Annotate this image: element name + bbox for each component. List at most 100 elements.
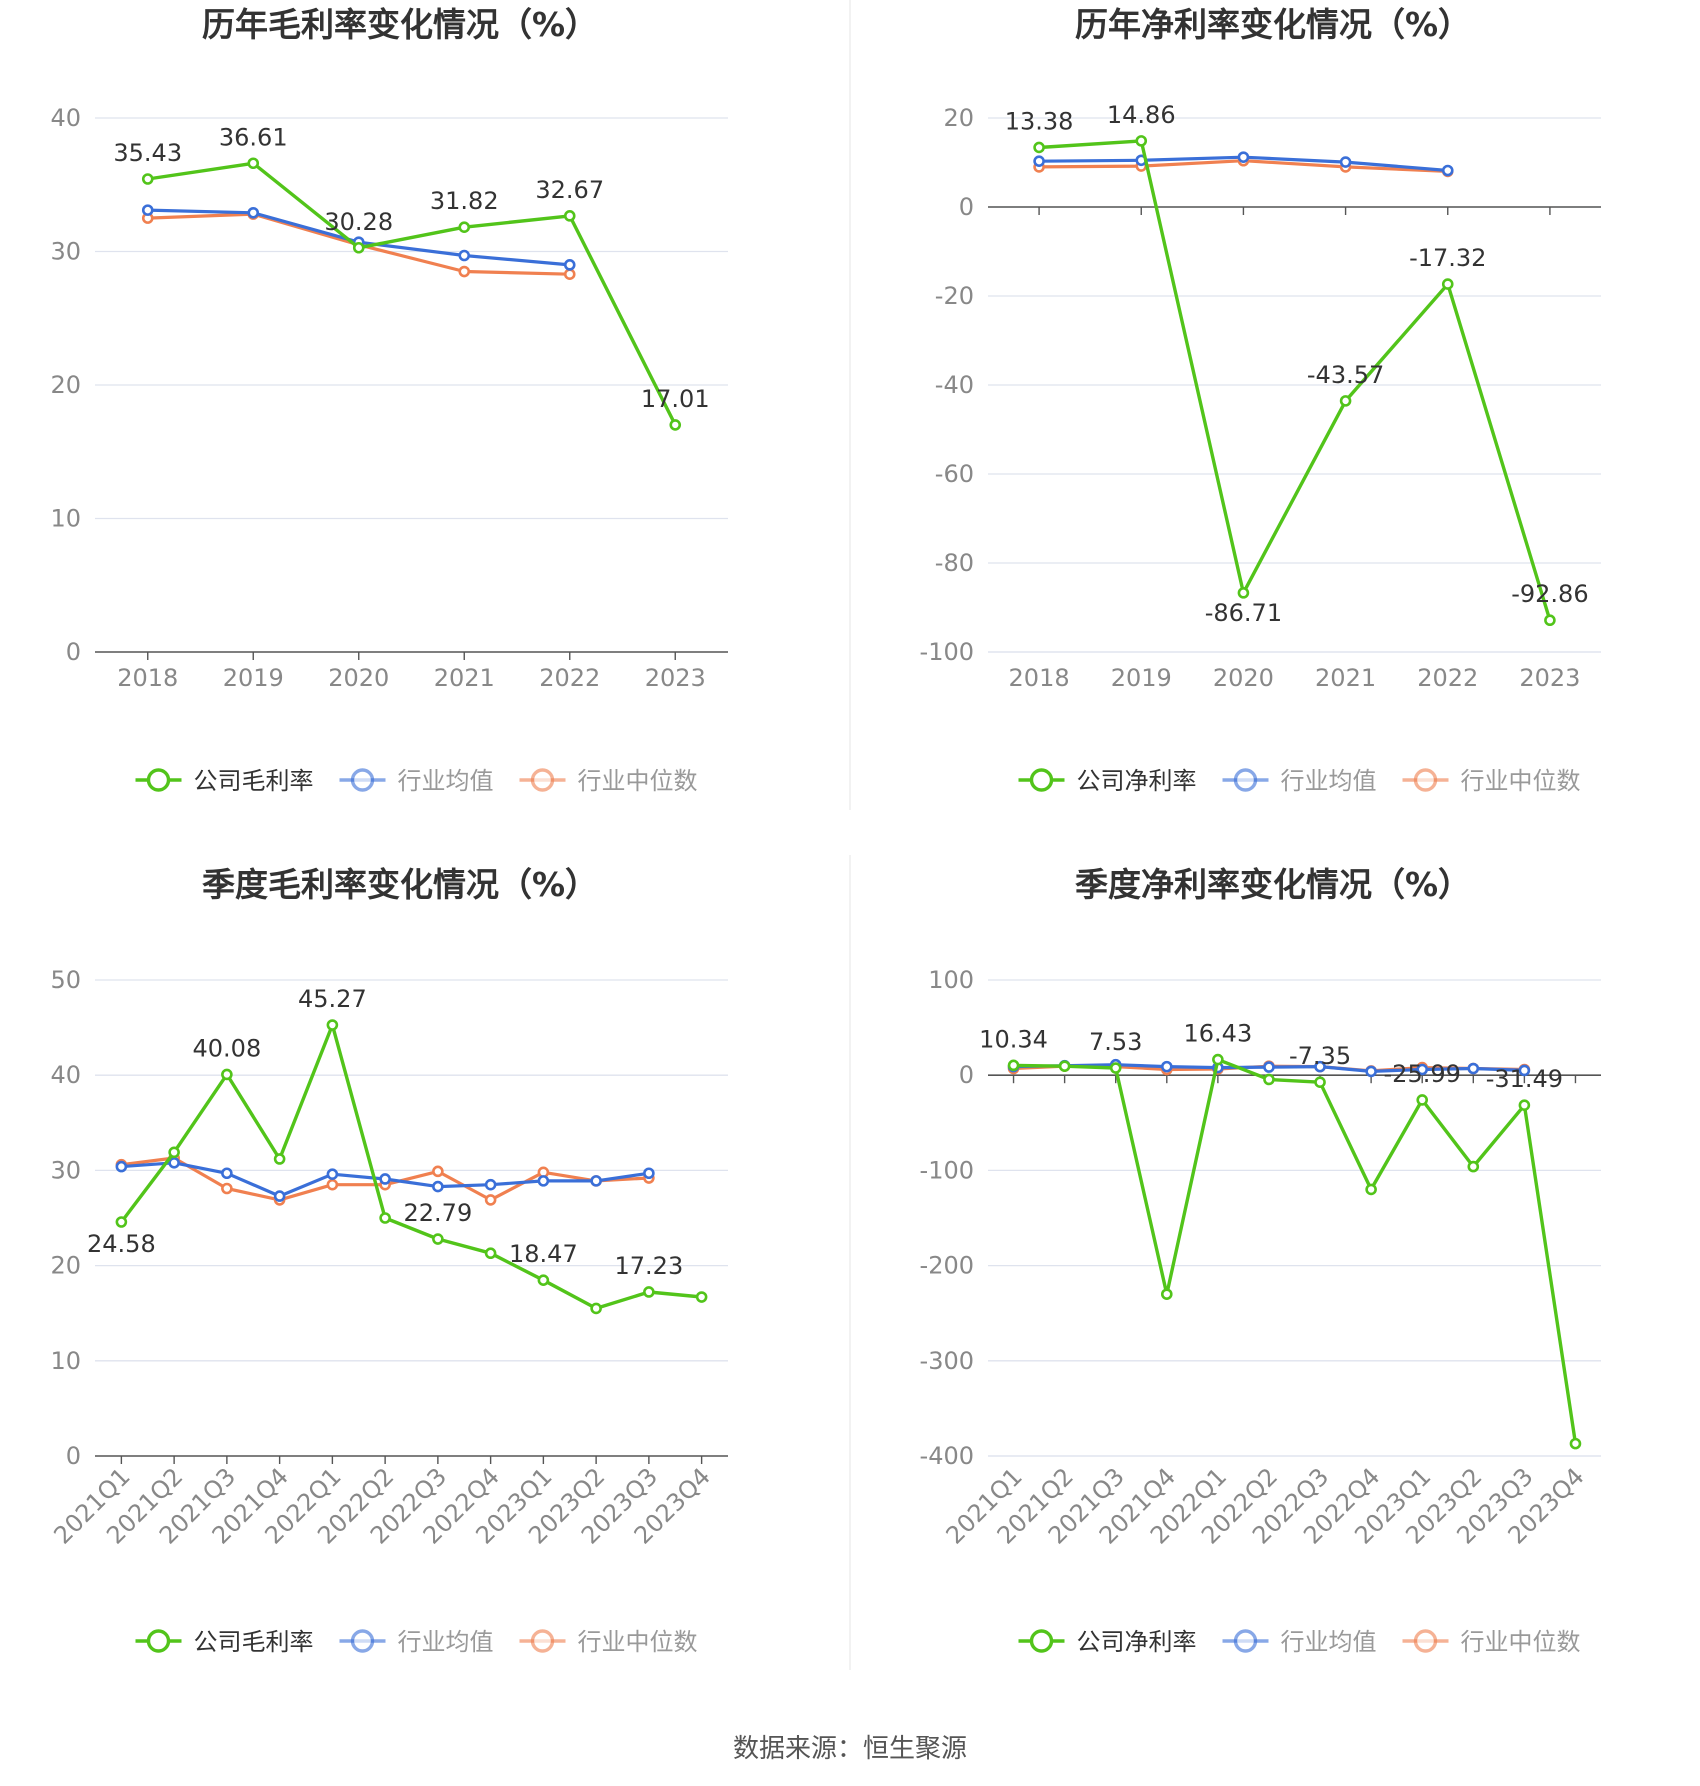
legend: 公司毛利率 行业均值 行业中位数	[135, 767, 698, 795]
chart-annual-gross: 历年毛利率变化情况（%） 0 10 20 30 40 2018 2019 2020 2021 202…	[50, 5, 728, 795]
data-point-company	[643, 1286, 655, 1298]
y-axis-ticks: -100 -80 -60 -40 -20 0 20	[920, 104, 974, 666]
gridlines	[988, 117, 1601, 653]
legend-label: 公司净利率	[1077, 767, 1197, 795]
data-point-average	[643, 1167, 655, 1180]
data-point-company	[432, 1233, 444, 1245]
legend-label: 行业均值	[1281, 767, 1377, 795]
data-point-average	[115, 1160, 128, 1173]
legend-label: 行业中位数	[578, 767, 698, 795]
data-point-median	[563, 268, 576, 280]
legend: 公司毛利率 行业均值 行业中位数	[135, 1628, 698, 1656]
data-point-company	[484, 1247, 497, 1260]
data-point-average	[1033, 155, 1045, 167]
data-point-average	[1518, 1064, 1531, 1077]
data-label: 32.67	[535, 176, 604, 204]
data-point-average	[1441, 164, 1454, 177]
series-company: 10.34 7.53 16.43 -7.35 -25.99 -31.49	[979, 1020, 1582, 1450]
legend-item-average: 行业均值	[339, 767, 494, 795]
data-label: 45.27	[298, 985, 367, 1013]
data-point-average	[1339, 156, 1352, 168]
data-point-company	[1135, 135, 1148, 147]
data-point-average	[326, 1168, 339, 1181]
x-tick-label: 2023	[645, 664, 706, 692]
data-point-company	[1109, 1062, 1122, 1074]
gridlines	[95, 979, 728, 1362]
legend-label: 公司毛利率	[194, 767, 314, 795]
y-tick-label: 10	[50, 1347, 81, 1375]
data-label: -86.71	[1205, 599, 1282, 627]
x-tick-label: 2020	[1213, 664, 1274, 692]
chart-quarter-net: 季度净利率变化情况（%）-400-300-200-10001002021Q120…	[920, 865, 1601, 1656]
data-point-average	[537, 1175, 550, 1187]
legend-item-company: 公司毛利率	[135, 767, 314, 795]
legend-swatch-marker	[350, 768, 375, 792]
y-tick-label: -40	[935, 371, 974, 399]
legend-item-company: 公司净利率	[1018, 1628, 1197, 1656]
y-tick-label: 100	[928, 966, 974, 994]
series-average	[115, 1156, 655, 1202]
x-tick-label: 2020	[328, 664, 389, 692]
data-point-company	[168, 1146, 180, 1159]
x-axis-ticks: 2018 2019 2020 2021 2022 2023	[117, 652, 706, 692]
y-tick-label: 30	[50, 1156, 81, 1184]
data-point-company	[1160, 1288, 1173, 1300]
y-tick-label: 20	[50, 1252, 81, 1280]
y-axis-ticks: 0 10 20 30 40 50	[50, 966, 81, 1470]
legend-label: 行业中位数	[1461, 1628, 1581, 1656]
x-axis-ticks: 2018 2019 2020 2021 2022 2023	[1009, 207, 1580, 692]
chart-title: 历年毛利率变化情况（%）	[202, 5, 598, 44]
chart-quarter-gross: 季度毛利率变化情况（%） 0 10 20 30 40 50 2021Q12021Q22021Q…	[48, 865, 728, 1656]
y-tick-label: -100	[920, 638, 974, 666]
series-line-company	[147, 161, 677, 426]
x-tick-label: 2018	[117, 664, 178, 692]
legend-item-median: 行业中位数	[519, 1628, 698, 1656]
data-point-average	[432, 1180, 444, 1193]
y-tick-label: -80	[935, 549, 974, 577]
x-tick-label: 2021	[434, 664, 495, 692]
y-tick-label: -400	[920, 1442, 974, 1470]
data-point-company	[1058, 1060, 1071, 1072]
data-point-median	[221, 1182, 233, 1195]
chart-title: 季度毛利率变化情况（%）	[202, 865, 598, 904]
data-point-average	[1314, 1060, 1326, 1073]
legend-item-median: 行业中位数	[519, 767, 698, 795]
data-point-company	[458, 221, 471, 234]
data-point-company	[1237, 587, 1250, 599]
legend-swatch-marker	[530, 1629, 555, 1653]
x-tick-label: 2022	[539, 664, 600, 692]
data-label: -31.49	[1486, 1065, 1563, 1093]
legend-item-average: 行业均值	[339, 1628, 494, 1656]
y-tick-label: 20	[50, 371, 81, 399]
data-label: -17.32	[1409, 244, 1486, 272]
chart-title: 季度净利率变化情况（%）	[1075, 865, 1471, 904]
data-point-company	[1518, 1099, 1531, 1111]
series-line-company	[120, 1023, 702, 1311]
data-point-company	[273, 1153, 286, 1165]
y-tick-label: 40	[50, 1061, 81, 1089]
x-axis-ticks: 2021Q12021Q22021Q32021Q42022Q12022Q22022…	[48, 1456, 716, 1550]
legend-swatch-marker	[350, 1629, 375, 1653]
data-label: 35.43	[113, 139, 182, 167]
series-line-company	[1038, 139, 1552, 621]
series-average	[1033, 151, 1454, 177]
x-tick-label: 2023	[1519, 664, 1580, 692]
data-label: 31.82	[430, 187, 499, 215]
data-point-median	[458, 265, 471, 278]
data-point-average	[273, 1190, 286, 1202]
data-point-company	[695, 1291, 708, 1303]
data-point-company	[669, 419, 682, 431]
data-label: 17.01	[641, 385, 710, 413]
data-point-company	[1416, 1094, 1429, 1106]
legend-swatch-marker	[530, 768, 555, 792]
data-point-company	[537, 1274, 550, 1286]
data-point-company	[1033, 141, 1045, 154]
data-label: -25.99	[1384, 1060, 1461, 1088]
data-point-average	[563, 259, 576, 271]
legend-item-median: 行业中位数	[1402, 1628, 1581, 1656]
data-point-company	[379, 1212, 391, 1224]
data-point-average	[484, 1178, 497, 1191]
data-point-company	[1441, 278, 1454, 290]
